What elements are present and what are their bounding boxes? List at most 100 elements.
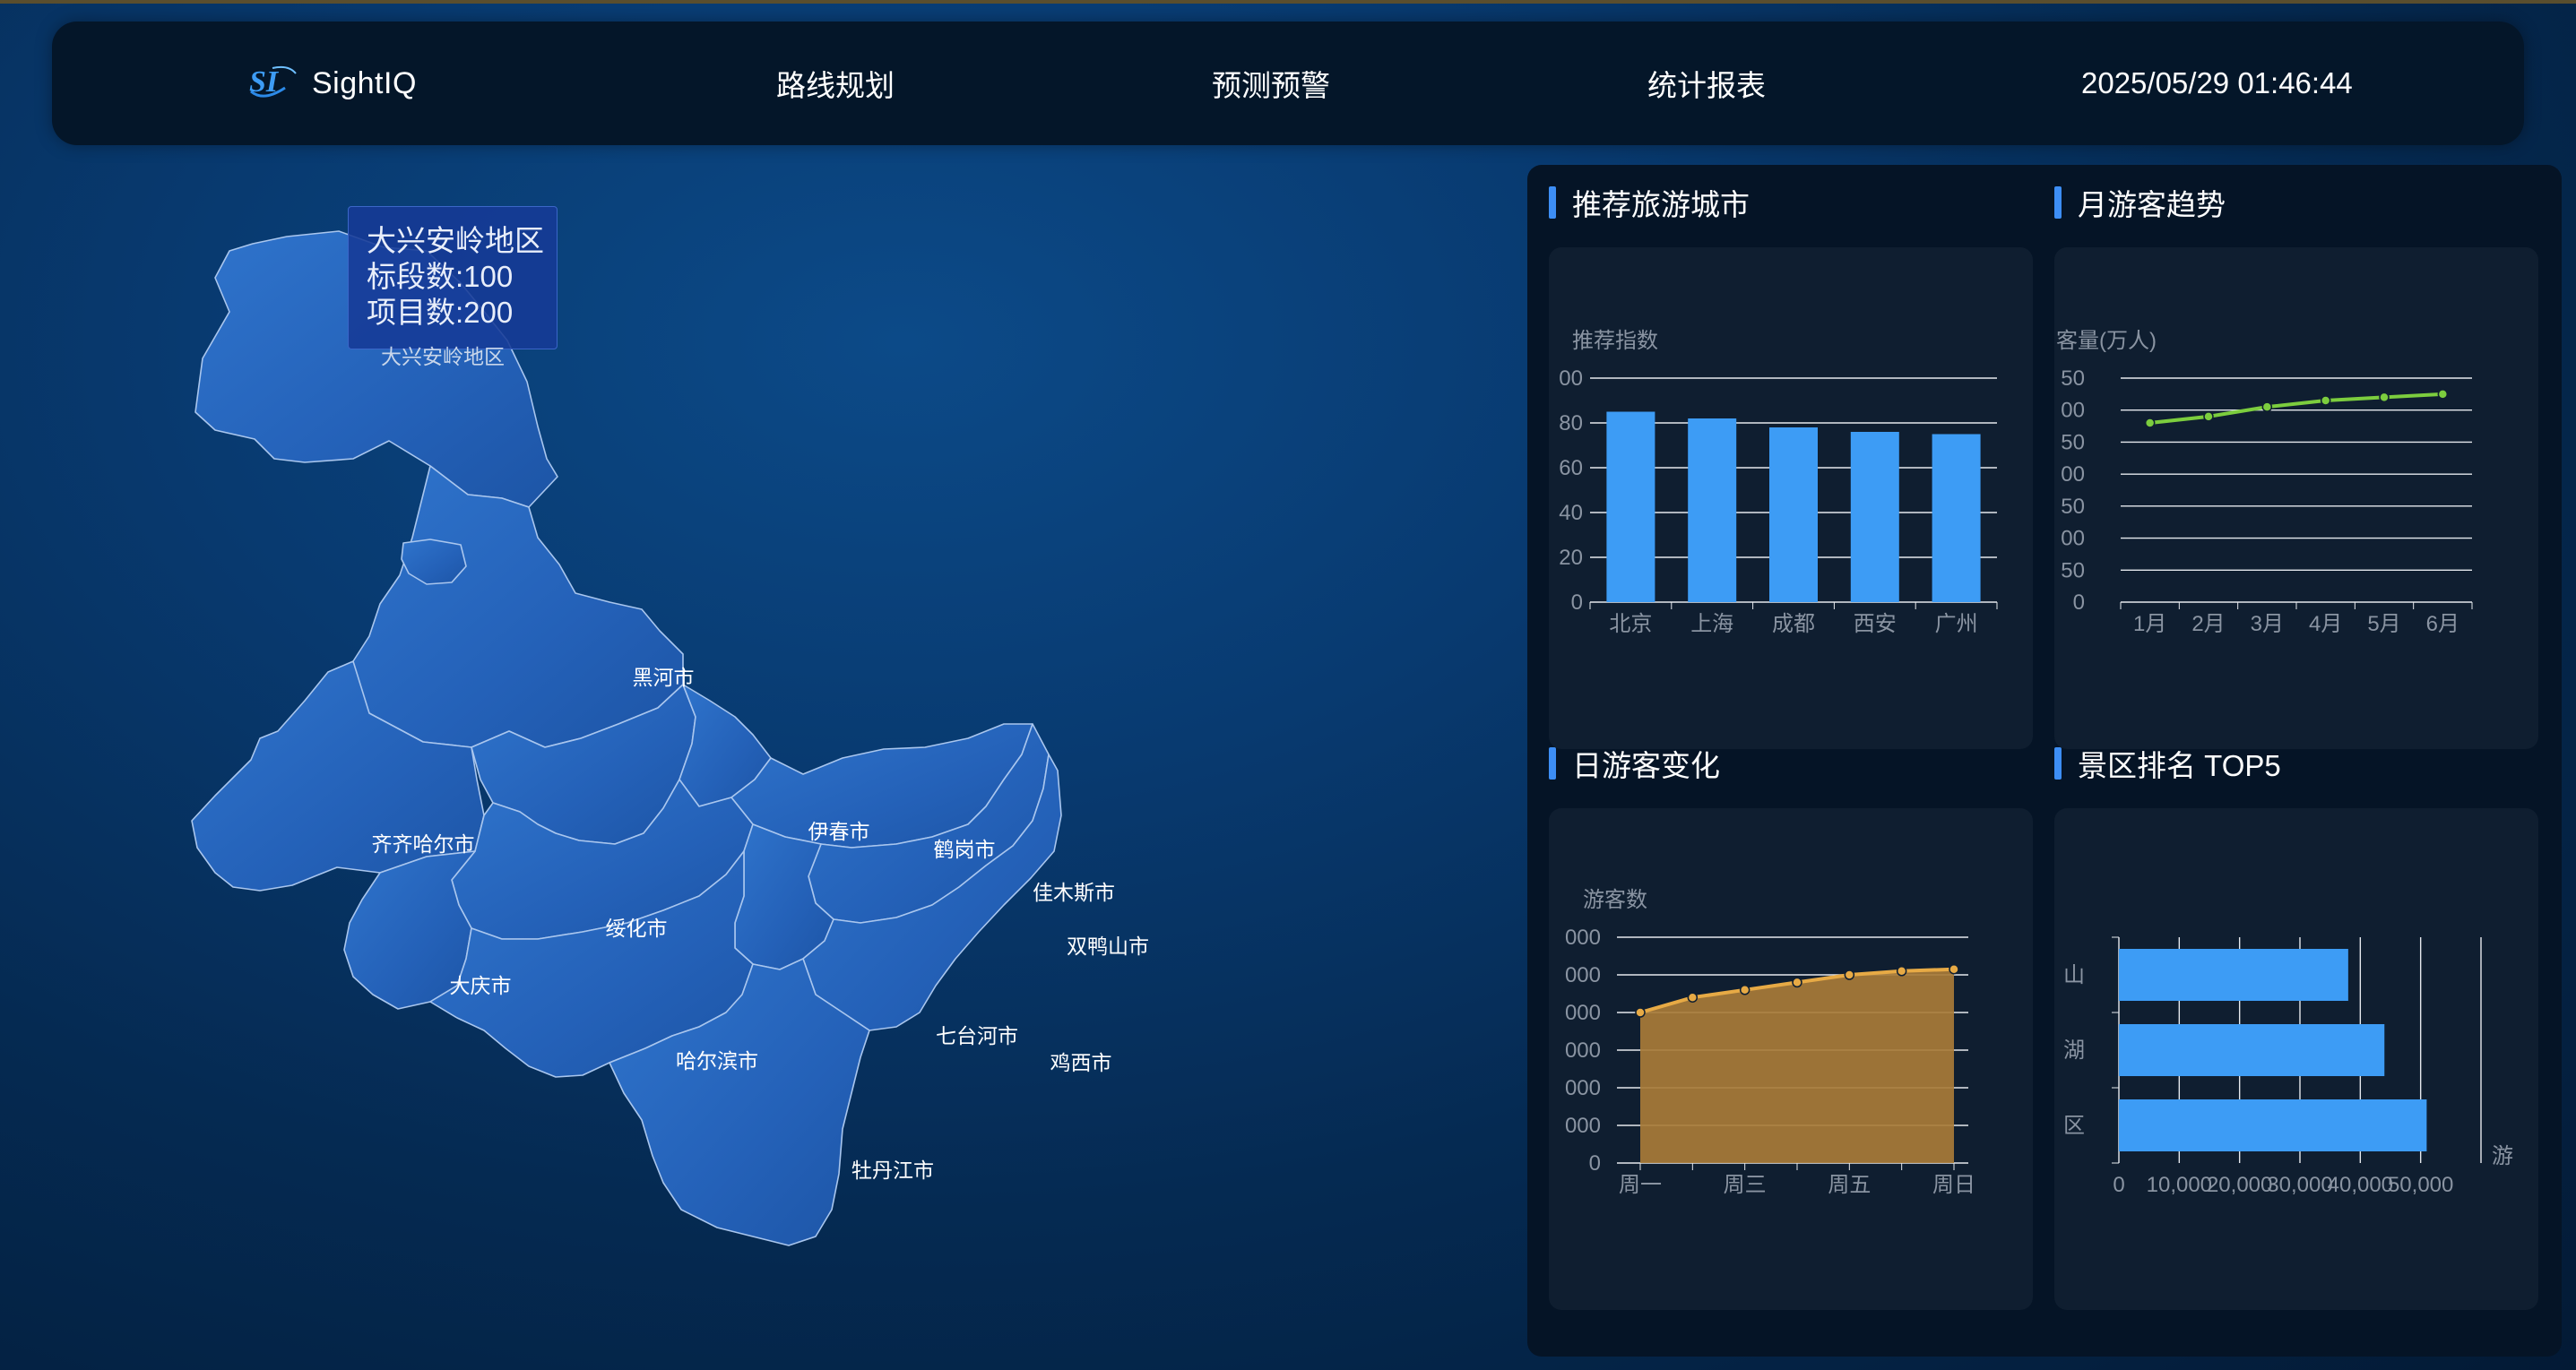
region-label[interactable]: 黑河市 <box>633 660 695 691</box>
y-tick-label: 山 <box>2063 963 2085 987</box>
x-tick-label: 40,000 <box>2328 1173 2393 1197</box>
y-tick-label: 00 <box>2061 462 2085 487</box>
title-accent-bar <box>2054 747 2062 780</box>
x-tick-label: 4月 <box>2309 612 2342 636</box>
series-line <box>2150 394 2443 423</box>
svg-text:SI: SI <box>249 65 280 99</box>
y-tick-label: 80 <box>1559 411 1583 435</box>
y-tick-label: 000 <box>1565 1114 1601 1138</box>
region-label[interactable]: 大庆市 <box>450 969 512 999</box>
y-tick-label: 40 <box>1559 501 1583 525</box>
region-label[interactable]: 大兴安岭地区 <box>381 340 505 370</box>
region-label[interactable]: 鸡西市 <box>1050 1046 1112 1076</box>
x-tick-label: 5月 <box>2367 612 2400 636</box>
hbar <box>2119 1099 2426 1151</box>
x-tick-label: 50,000 <box>2388 1173 2453 1197</box>
x-tick-label: 10,000 <box>2147 1173 2212 1197</box>
x-tick-label: 周五 <box>1828 1173 1871 1197</box>
region-label[interactable]: 佳木斯市 <box>1033 875 1115 906</box>
chart-card-ranking: 0 10,000 20,000 30,000 40,000 50,000 山湖区游 <box>2054 808 2538 1310</box>
y-tick-label: 00 <box>2061 399 2085 423</box>
hbar <box>2119 949 2348 1001</box>
hbar <box>2119 1024 2384 1076</box>
section-title-monthly: 月游客趋势 <box>2054 185 2226 220</box>
nav-route-planning[interactable]: 路线规划 <box>776 22 895 145</box>
y-tick-label: 0 <box>1571 590 1583 615</box>
y-tick-label: 50 <box>2061 366 2085 391</box>
y-tick-label: 0 <box>1589 1151 1601 1176</box>
y-tick-label: 50 <box>2061 495 2085 519</box>
area-point <box>1741 986 1750 995</box>
x-tick-label: 周一 <box>1619 1173 1662 1197</box>
title-accent-bar <box>2054 186 2062 219</box>
area-point <box>1845 970 1854 979</box>
x-tick-label: 3月 <box>2251 612 2284 636</box>
region-label[interactable]: 双鸭山市 <box>1067 929 1149 960</box>
sightiq-logo-icon: SI <box>246 61 299 106</box>
tooltip-line-projects: 项目数:200 <box>367 295 557 331</box>
province-map-svg <box>161 206 1327 1326</box>
bar <box>1688 418 1736 602</box>
y-tick-label: 000 <box>1565 1038 1601 1063</box>
area-point <box>1897 967 1906 976</box>
x-tick-label: 北京 <box>1609 612 1652 636</box>
x-tick-label: 0 <box>2113 1173 2124 1197</box>
region-label[interactable]: 伊春市 <box>808 814 870 845</box>
x-tick-label: 30,000 <box>2267 1173 2332 1197</box>
tooltip-line-sections: 标段数:100 <box>367 259 557 295</box>
y-axis-title: 推荐指数 <box>1572 329 1658 353</box>
region-label[interactable]: 鹤岗市 <box>934 832 996 863</box>
x-tick-label: 上海 <box>1690 612 1733 636</box>
region-label[interactable]: 哈尔滨市 <box>676 1044 758 1074</box>
datetime-display: 2025/05/29 01:46:44 <box>2081 22 2353 145</box>
region-label[interactable]: 七台河市 <box>936 1019 1018 1049</box>
y-tick-label: 湖 <box>2063 1038 2085 1063</box>
nav-statistics-report[interactable]: 统计报表 <box>1647 22 1766 145</box>
area-point <box>1949 965 1958 974</box>
y-tick-label: 00 <box>1559 366 1583 391</box>
chart-card-daily: 游客数 0 000 000 000 000 000 000 周一 周三 周五 周日 <box>1549 808 2033 1310</box>
region-label[interactable]: 绥化市 <box>606 911 668 942</box>
line-point <box>2438 390 2447 399</box>
map-tooltip: 大兴安岭地区 标段数:100 项目数:200 <box>348 206 558 349</box>
line-point <box>2146 418 2155 427</box>
y-axis-title: 游客数 <box>1583 888 1647 912</box>
y-tick-label: 60 <box>1559 456 1583 480</box>
chart-card-monthly: 客量(万人) 0 50 00 50 00 50 00 50 1月 2月 3月 4月 5月 6月 <box>2054 247 2538 749</box>
x-tick-label: 成都 <box>1772 612 1815 636</box>
title-accent-bar <box>1549 186 1556 219</box>
x-tick-label: 西安 <box>1854 612 1897 636</box>
line-point <box>2204 412 2213 421</box>
section-title-text: 月游客趋势 <box>2078 181 2226 224</box>
section-title-text: 推荐旅游城市 <box>1572 181 1750 224</box>
section-title-recommended: 推荐旅游城市 <box>1549 185 1750 220</box>
line-point <box>2321 396 2330 405</box>
title-accent-bar <box>1549 747 1556 780</box>
y-tick-label: 000 <box>1565 1076 1601 1100</box>
region-label[interactable]: 牡丹江市 <box>851 1153 934 1184</box>
x-tick-label: 周三 <box>1724 1173 1767 1197</box>
bar <box>1851 432 1899 602</box>
y-tick-label: 50 <box>2061 558 2085 582</box>
area-point <box>1688 993 1697 1002</box>
region-heihe[interactable] <box>353 466 683 747</box>
bar <box>1606 412 1655 603</box>
y-tick-label: 0 <box>2073 590 2085 615</box>
line-point <box>2380 392 2389 401</box>
monthly-line-chart: 客量(万人) 0 50 00 50 00 50 00 50 1月 2月 3月 4月 5月 6月 <box>2054 247 2538 749</box>
y-tick-label: 000 <box>1565 963 1601 987</box>
tooltip-title: 大兴安岭地区 <box>367 223 557 259</box>
chart-card-recommended: 推荐指数 0 20 40 60 80 00 北京 上海 成都 西安 广州 <box>1549 247 2033 749</box>
x-tick-label: 1月 <box>2133 612 2166 636</box>
region-label[interactable]: 齐齐哈尔市 <box>372 827 475 857</box>
recommended-bar-chart: 推荐指数02040608000北京 上海 成都 西安 广州 <box>1549 247 2033 749</box>
brand-name: SightIQ <box>312 66 417 101</box>
line-point <box>2262 402 2271 411</box>
brand[interactable]: SI SightIQ <box>246 22 417 145</box>
section-title-daily: 日游客变化 <box>1549 745 1720 781</box>
nav-forecast-warning[interactable]: 预测预警 <box>1212 22 1330 145</box>
top-accent-line <box>0 0 2576 4</box>
x-tick-label: 周日 <box>1932 1173 1975 1197</box>
